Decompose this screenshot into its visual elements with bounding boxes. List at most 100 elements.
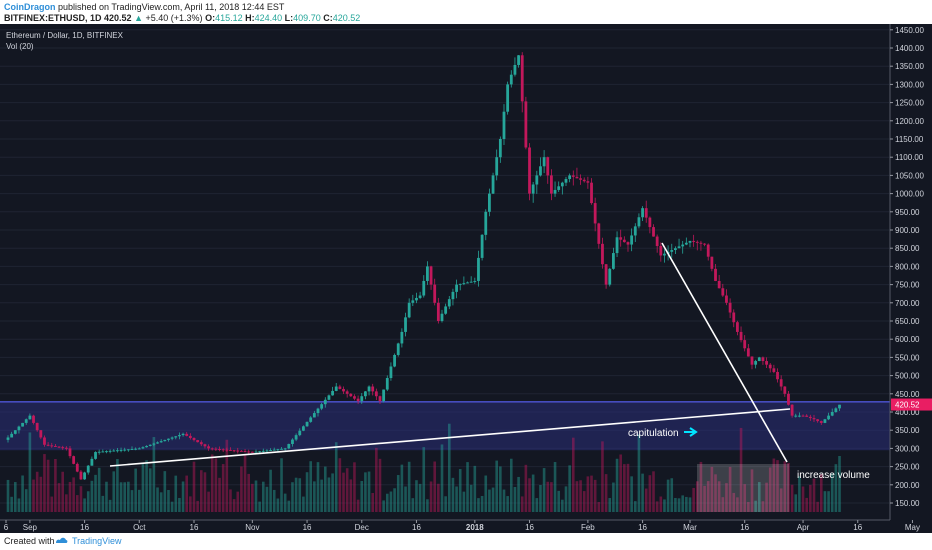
candle-body	[32, 415, 35, 423]
volume-bar	[24, 489, 28, 512]
price-tick-label: 150.00	[895, 499, 920, 508]
volume-bar	[105, 481, 108, 512]
volume-bar	[6, 479, 10, 512]
volume-bar	[714, 474, 717, 512]
candle-body	[302, 426, 305, 431]
volume-bar	[637, 434, 641, 512]
candle-body	[473, 280, 477, 282]
candle-body	[192, 438, 196, 441]
candle-body	[539, 166, 542, 176]
volume-bar	[539, 485, 542, 512]
capitulation-label: capitulation	[628, 428, 679, 439]
volume-bar	[674, 497, 677, 512]
candle-body	[797, 415, 801, 417]
volume-bar	[145, 460, 148, 512]
volume-bar	[801, 486, 805, 512]
volume-bar	[283, 493, 287, 512]
volume-bar	[455, 486, 458, 512]
candle-body	[626, 242, 630, 245]
candle-body	[535, 175, 539, 185]
candle-body	[794, 415, 798, 417]
volume-bar	[827, 491, 830, 512]
high-label: H:	[245, 13, 255, 23]
volume-bar	[94, 474, 97, 512]
candle-body	[108, 450, 112, 452]
volume-bar	[159, 492, 163, 512]
candle-body	[670, 250, 674, 252]
volume-bar	[703, 485, 706, 512]
author-link[interactable]: CoinDragon	[4, 2, 56, 12]
candle-body	[495, 157, 499, 176]
candle-body	[746, 348, 750, 357]
candle-body	[783, 386, 787, 394]
candle-body	[531, 184, 535, 194]
candle-body	[243, 451, 247, 453]
price-tick-label: 1450.00	[895, 26, 924, 35]
volume-bar	[692, 487, 695, 512]
volume-bar	[90, 480, 94, 512]
candle-body	[152, 443, 156, 445]
volume-bar	[499, 466, 502, 512]
volume-bar	[86, 491, 90, 512]
volume-bar	[75, 495, 79, 512]
candle-body	[261, 450, 265, 452]
volume-bar	[535, 498, 539, 512]
candle-body	[188, 435, 192, 438]
volume-bar	[79, 486, 83, 512]
candle-body	[557, 186, 561, 190]
candle-body	[258, 451, 262, 453]
volume-bar	[334, 442, 338, 512]
candle-body	[597, 223, 601, 244]
candle-body	[250, 451, 254, 453]
volume-bar	[619, 454, 622, 512]
support-zone	[0, 401, 890, 451]
candle-body	[422, 280, 426, 296]
volume-bar	[123, 482, 127, 512]
candle-body	[24, 419, 28, 423]
volume-bar	[229, 489, 232, 512]
candle-body	[83, 472, 86, 480]
candle-body	[579, 178, 582, 180]
price-chart[interactable]: capitulation increase volume 150.00 200.00…	[0, 24, 932, 533]
candle-body	[43, 437, 46, 445]
tradingview-link[interactable]: TradingView	[72, 536, 122, 546]
volume-bar	[597, 501, 601, 512]
volume-bar	[232, 499, 236, 512]
volume-bar	[247, 473, 251, 512]
candle-body	[214, 448, 218, 450]
volume-bar	[557, 490, 560, 512]
candle-body	[542, 157, 546, 167]
candle-body	[232, 450, 236, 452]
candle-body	[101, 451, 105, 453]
volume-bar	[685, 496, 688, 512]
price-tick-label: 300.00	[895, 444, 920, 453]
volume-bar	[404, 486, 407, 512]
candle-body	[116, 450, 119, 452]
volume-bar	[46, 459, 50, 512]
candle-body	[739, 331, 743, 341]
candle-body	[655, 236, 659, 247]
volume-bar	[422, 447, 426, 512]
price-tick-label: 800.00	[895, 262, 920, 271]
candle-body	[677, 246, 681, 249]
volume-bar	[353, 462, 356, 512]
volume-bar	[458, 469, 462, 512]
volume-bar	[564, 486, 568, 512]
volume-bar	[761, 501, 765, 512]
candle-body	[674, 248, 677, 251]
volume-bar	[743, 484, 746, 512]
volume-bar	[630, 476, 633, 512]
volume-bar	[819, 473, 823, 512]
volume-bar	[524, 464, 528, 512]
symbol-name: BITFINEX:ETHUSD, 1D	[4, 13, 102, 23]
volume-bar	[571, 437, 575, 512]
candle-body	[684, 242, 688, 245]
volume-bar	[199, 470, 203, 512]
open-value: 415.12	[215, 13, 243, 23]
volume-bar	[776, 460, 779, 512]
volume-bar	[462, 491, 466, 512]
volume-bar	[546, 481, 550, 512]
candle-body	[590, 182, 593, 204]
candle-body	[105, 451, 108, 453]
volume-bar	[61, 471, 65, 512]
